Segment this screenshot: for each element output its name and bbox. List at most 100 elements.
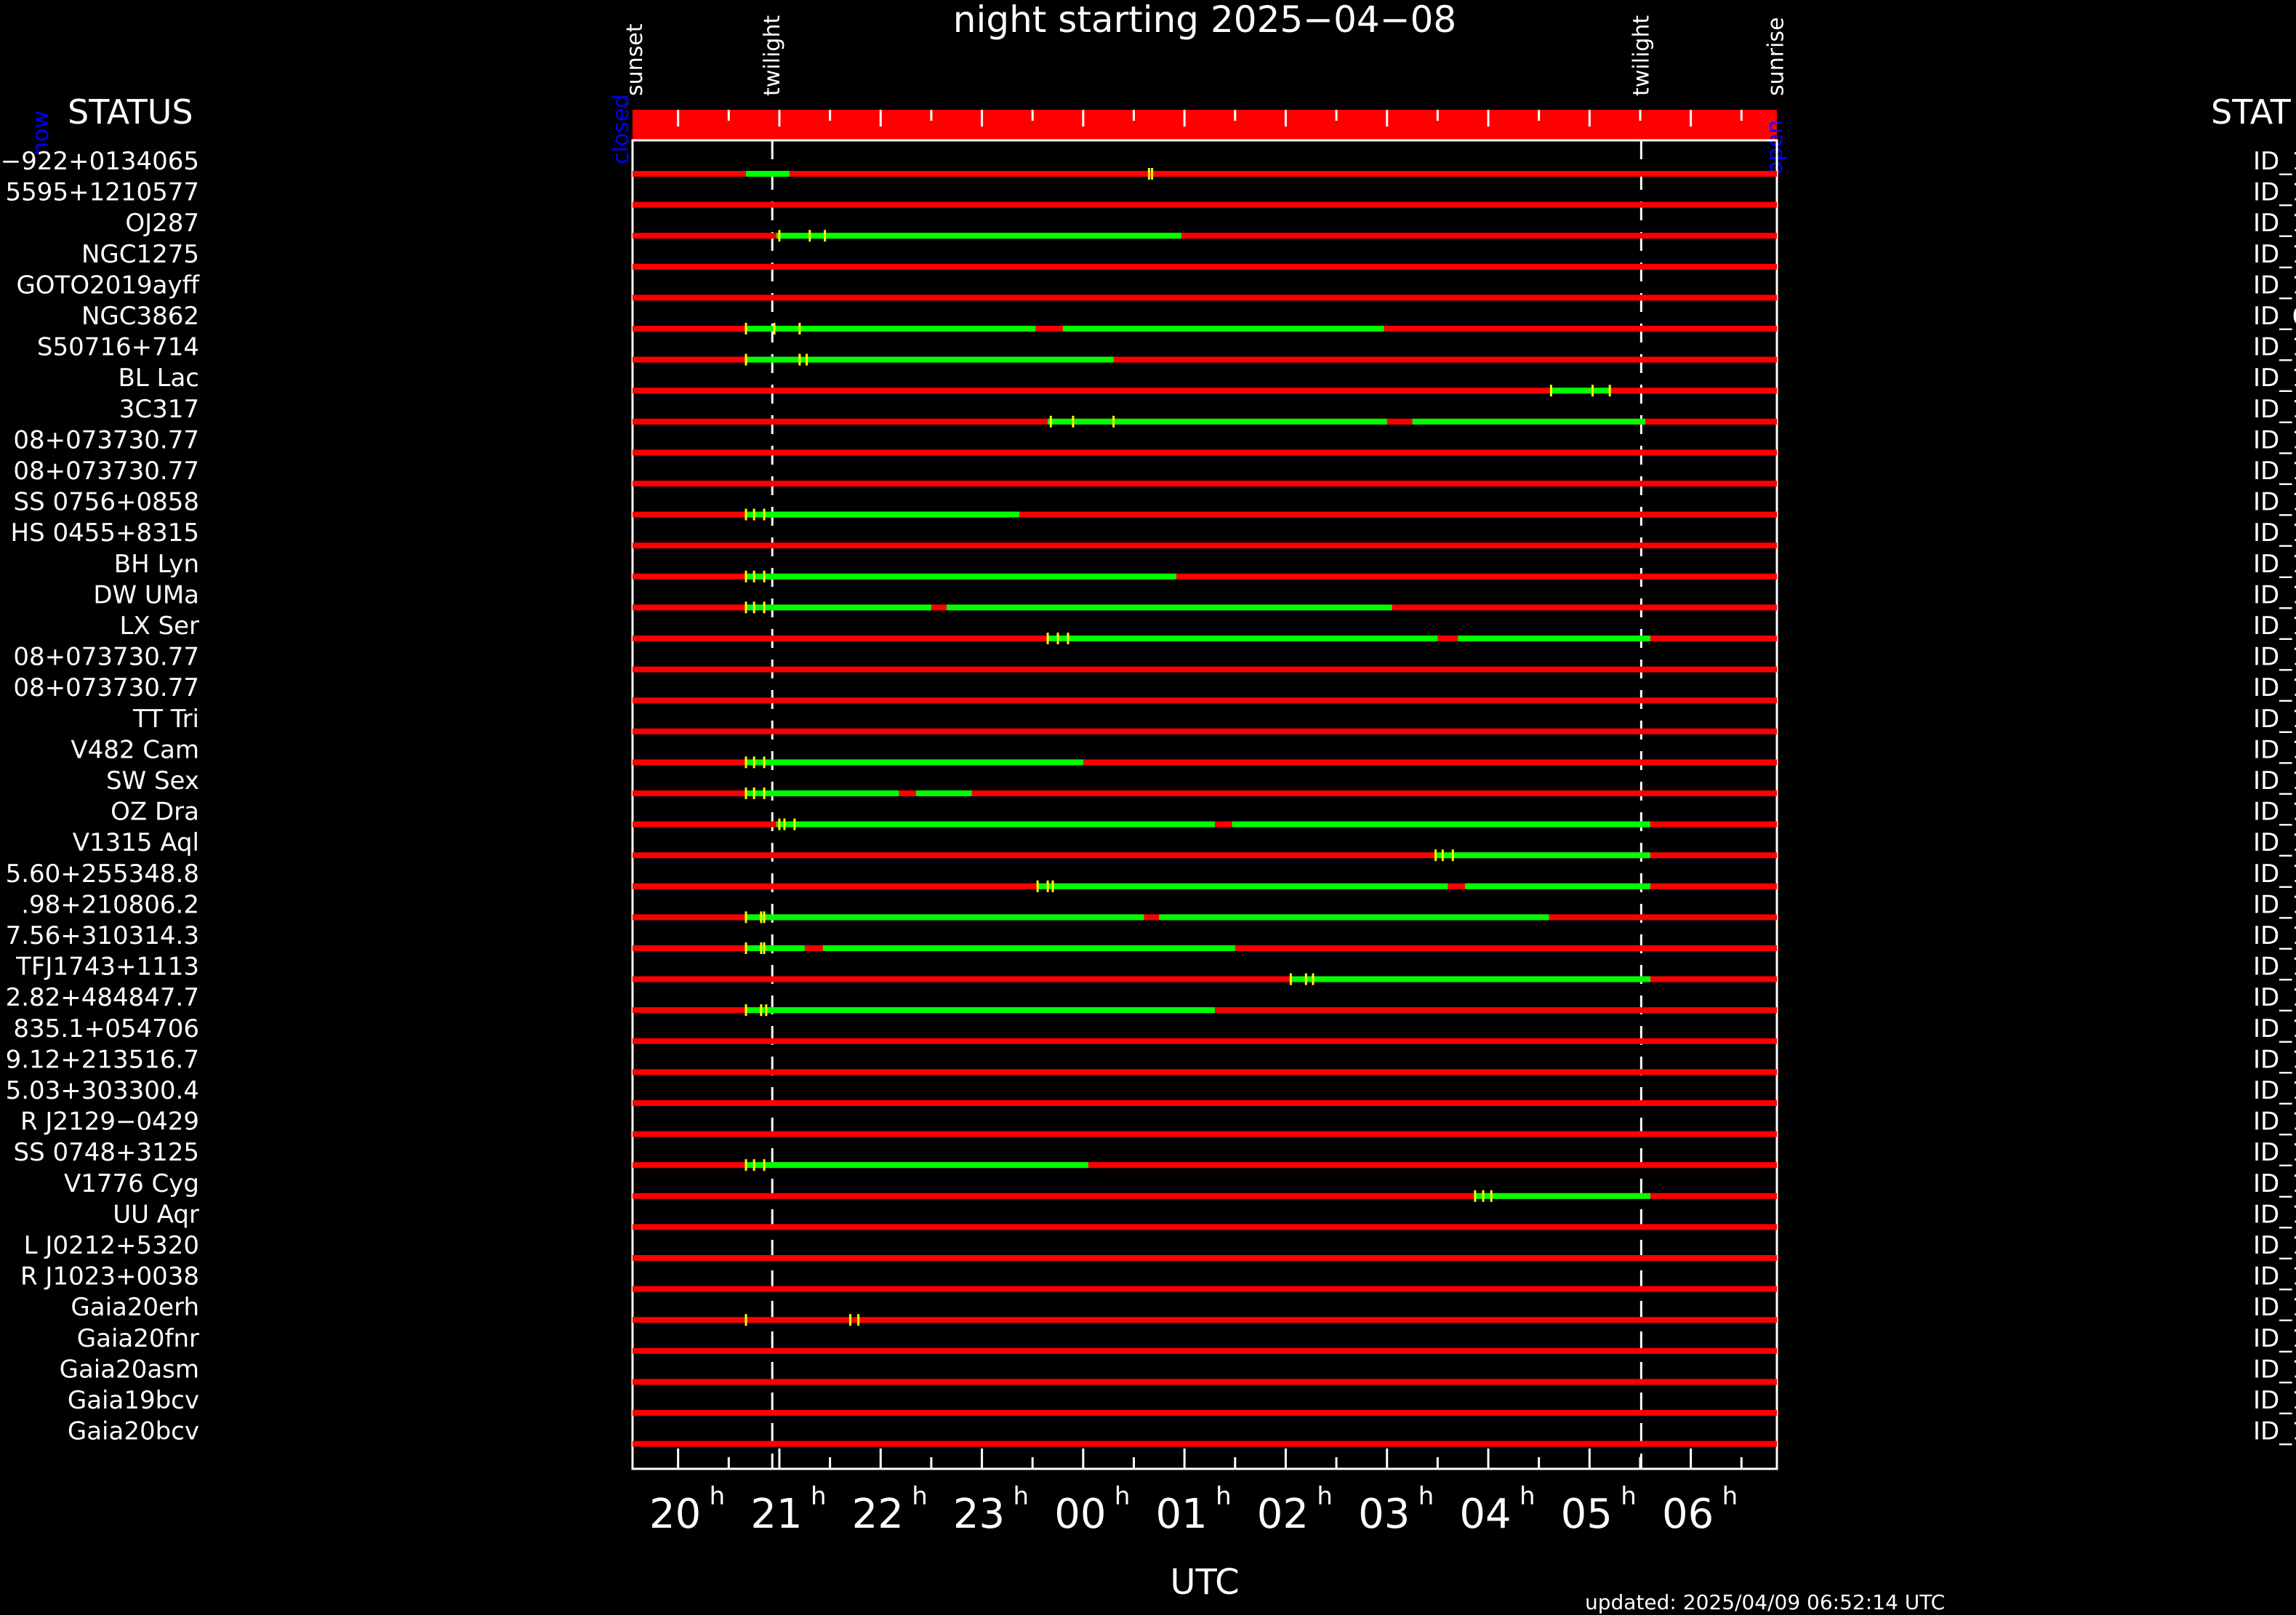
hidden-bar (633, 201, 1777, 208)
target-name: UU Aqr (113, 1200, 199, 1229)
tick-label: 23 (953, 1491, 1005, 1538)
target-row: 835.1+054706 ID_145 (13, 1014, 2296, 1044)
target-row: BL Lac ID_121 (118, 364, 2296, 397)
target-row: TT Tri ID_145 (132, 705, 2296, 734)
target-name: SS 0748+3125 (13, 1138, 199, 1167)
target-name: Gaia20erh (71, 1293, 199, 1322)
target-status-id: ID_145 (2253, 1076, 2296, 1105)
hidden-bar (633, 1286, 1777, 1292)
target-name: HS 0455+8315 (11, 518, 200, 548)
visible-segment (1551, 388, 1610, 394)
target-status-id: ID_122 (2253, 395, 2296, 424)
target-row: 08+073730.77 ID_145 (13, 425, 2296, 456)
observation-tick (1151, 168, 1154, 180)
tick-label-suffix: h (1621, 1482, 1637, 1511)
target-status-id: ID_145 (2253, 766, 2296, 796)
hidden-bar (633, 1379, 1777, 1385)
tick-label: 04 (1459, 1491, 1511, 1538)
observation-tick (752, 570, 755, 582)
target-name: R J2129−0429 (20, 1107, 199, 1137)
target-row: 08+073730.77 ID_145 (13, 457, 2296, 486)
hidden-bar (633, 1162, 1777, 1169)
target-name: L J0212+5320 (24, 1231, 199, 1260)
hidden-bar (633, 233, 1777, 239)
target-row: NGC1275 ID_119 (81, 240, 2296, 270)
hidden-bar (633, 1255, 1777, 1261)
target-status-id: ID_145 (2253, 983, 2296, 1012)
target-row: OZ Dra ID_145 (111, 798, 2296, 830)
observation-tick (1549, 385, 1552, 397)
observation-tick (1046, 633, 1049, 644)
target-status-id: ID_145 (2253, 1107, 2296, 1137)
observation-tick (744, 756, 747, 769)
observation-tick (778, 230, 781, 242)
target-row: 9.12+213516.7 ID_145 (6, 1045, 2296, 1075)
target-row: Gaia19bcv ID_145 (68, 1386, 2296, 1416)
target-status-id: ID_145 (2253, 1200, 2296, 1229)
hidden-bar (633, 542, 1777, 549)
hidden-bar (633, 1317, 1777, 1323)
observation-tick (765, 1004, 768, 1017)
target-row: V482 Cam ID_145 (71, 735, 2296, 769)
target-status-id: ID_145 (2253, 1417, 2296, 1446)
target-row: SS 0756+0858 ID_145 (13, 488, 2296, 521)
observation-tick (1147, 168, 1150, 180)
target-status-id: ID_145 (2253, 550, 2296, 579)
updated-timestamp: updated: 2025/04/09 06:52:14 UTC (1585, 1590, 1945, 1614)
target-status-id: ID_145 (2253, 1045, 2296, 1074)
visible-segment (746, 604, 931, 611)
target-row: 2.82+484847.7 ID_145 (6, 983, 2296, 1017)
target-status-id: ID_145 (2253, 735, 2296, 764)
target-row: R J2129−0429 ID_145 (20, 1107, 2296, 1137)
hidden-bar (633, 728, 1777, 734)
hidden-bar (633, 573, 1777, 580)
target-status-id: ID_145 (2253, 270, 2296, 300)
observation-tick (752, 756, 755, 769)
tick-label: 00 (1054, 1491, 1106, 1538)
observation-tick (1591, 385, 1594, 397)
target-row: 08+073730.77 ID_145 (13, 673, 2296, 704)
target-status-id: ID_145 (2253, 178, 2296, 207)
observation-tick (744, 353, 747, 366)
dome-open-label: open (1762, 120, 1788, 175)
observation-tick (824, 230, 827, 242)
hidden-bar (633, 388, 1777, 394)
visible-segment (746, 914, 1144, 921)
target-status-id: ID_145 (2253, 673, 2296, 702)
target-row: 3C317 ID_122 (119, 395, 2296, 428)
target-name: −922+0134065 (1, 147, 199, 176)
target-row: LX Ser ID_145 (119, 612, 2296, 644)
observation-tick (1490, 1190, 1493, 1202)
tick-label: 02 (1257, 1491, 1309, 1538)
target-status-id: ID_145 (2253, 953, 2296, 982)
target-name: NGC3862 (81, 302, 199, 331)
target-status-id: ID_145 (2253, 1014, 2296, 1043)
observation-tick (744, 1314, 747, 1326)
target-name: 5.03+303300.4 (6, 1076, 199, 1105)
target-status-id: ID_145 (2253, 1355, 2296, 1384)
target-name: 3C317 (119, 395, 199, 424)
target-name: GOTO2019ayff (16, 270, 200, 300)
event-lines (771, 140, 1642, 1469)
target-name: OZ Dra (111, 798, 199, 827)
hidden-bar (633, 449, 1777, 456)
target-name: 7.56+310314.3 (6, 921, 199, 950)
hidden-bar (633, 1347, 1777, 1354)
tick-label-suffix: h (1115, 1482, 1131, 1511)
target-row: 7.56+310314.3 ID_145 (6, 921, 2296, 954)
observation-tick (744, 1159, 747, 1171)
twilight-label: twilight (1629, 15, 1654, 96)
target-name: V1776 Cyg (64, 1169, 199, 1198)
target-name: R J1023+0038 (20, 1262, 199, 1291)
observation-tick (760, 942, 763, 954)
tick-label: 22 (852, 1491, 904, 1538)
observation-tick (1451, 849, 1454, 862)
target-row: NGC3862 ID_605 (81, 302, 2296, 334)
observation-tick (1046, 880, 1049, 892)
visible-segment (746, 945, 805, 951)
sunset-label: sunset (622, 23, 648, 96)
now-label: now (28, 111, 54, 156)
observation-tick (752, 508, 755, 521)
visible-segment (1412, 418, 1645, 425)
